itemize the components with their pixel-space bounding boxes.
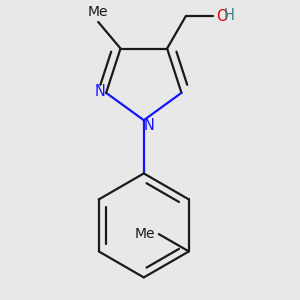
Text: N: N <box>94 84 105 99</box>
Text: H: H <box>224 8 234 23</box>
Text: Me: Me <box>88 5 109 20</box>
Text: N: N <box>143 118 154 133</box>
Text: Me: Me <box>135 227 155 241</box>
Text: O: O <box>216 9 228 24</box>
